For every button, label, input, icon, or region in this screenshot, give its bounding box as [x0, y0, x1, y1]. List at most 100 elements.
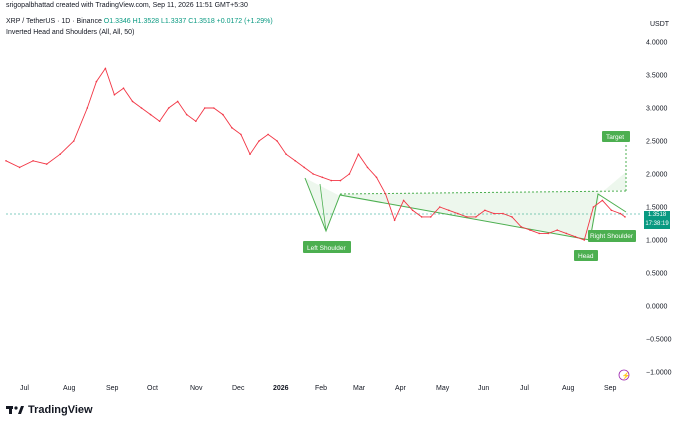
- price-point: [529, 229, 531, 231]
- price-point: [231, 127, 233, 129]
- price-point: [86, 107, 89, 109]
- price-point: [574, 235, 577, 238]
- price-point: [267, 133, 269, 136]
- price-point: [204, 107, 206, 109]
- price-point: [592, 206, 595, 208]
- price-point: [5, 160, 7, 162]
- price-point: [610, 209, 613, 212]
- currency-label: USDT: [650, 21, 670, 28]
- pattern-right-line: [589, 193, 627, 241]
- price-point: [122, 87, 125, 89]
- price-point: [619, 212, 622, 215]
- price-point: [294, 160, 297, 162]
- lightning-icon[interactable]: ⚡: [618, 369, 630, 381]
- price-point: [624, 216, 626, 218]
- price-point: [258, 140, 260, 142]
- y-tick-label: 3.0000: [646, 106, 668, 113]
- price-point: [73, 140, 75, 142]
- svg-text:Target: Target: [606, 134, 624, 141]
- author-credit: srigopalbhattad created with TradingView…: [6, 2, 248, 9]
- price-point: [348, 173, 351, 175]
- price-point: [357, 153, 360, 155]
- price-point: [59, 153, 61, 155]
- price-point: [158, 120, 161, 122]
- price-point: [538, 232, 540, 235]
- pattern-fill: [305, 172, 626, 240]
- price-point: [131, 100, 134, 103]
- price-point: [321, 176, 324, 179]
- price-point: [195, 120, 197, 122]
- price-point: [140, 107, 143, 109]
- x-tick-label: Jul: [20, 385, 29, 392]
- head-label: Head: [574, 250, 598, 261]
- price-point: [402, 199, 405, 202]
- price-point: [520, 226, 522, 228]
- svg-text:Head: Head: [578, 253, 594, 260]
- x-tick-label: Oct: [147, 385, 158, 392]
- price-point: [167, 107, 170, 109]
- y-tick-label: −0.5000: [646, 337, 672, 344]
- y-axis: 4.0000 3.5000 3.0000 2.5000 2.0000 1.5000 1.00…: [646, 40, 672, 377]
- price-point: [312, 173, 315, 175]
- last-price: 1.3518: [647, 212, 667, 218]
- price-point: [45, 163, 48, 165]
- svg-text:Left Shoulder: Left Shoulder: [307, 245, 347, 252]
- price-point: [547, 232, 549, 235]
- left-shoulder-leg: [319, 183, 327, 232]
- x-tick-label: Feb: [315, 385, 327, 392]
- x-tick-label: Jun: [478, 385, 489, 392]
- x-tick-label: 2026: [273, 385, 289, 392]
- y-tick-label: 3.5000: [646, 73, 668, 80]
- left-shoulder-label: Left Shoulder: [303, 241, 351, 253]
- indicator-name[interactable]: Inverted Head and Shoulders (All, All, 5…: [6, 29, 135, 36]
- last-price-tag: 1.3518 17:38:19: [644, 211, 670, 229]
- price-point: [213, 107, 215, 109]
- price-point: [176, 100, 179, 103]
- brand-name: TradingView: [28, 404, 93, 416]
- price-point: [285, 153, 287, 155]
- price-point: [457, 212, 459, 215]
- bar-countdown: 17:38:19: [645, 221, 669, 227]
- target-label: Target: [602, 131, 630, 142]
- y-tick-label: 2.0000: [646, 172, 668, 179]
- price-point: [113, 94, 116, 96]
- x-tick-label: Jul: [520, 385, 529, 392]
- x-axis: Jul Aug Sep Oct Nov Dec 2026 Feb Mar Apr May Jun Jul…: [20, 385, 617, 392]
- x-tick-label: Aug: [562, 385, 575, 392]
- price-point: [185, 113, 188, 116]
- y-tick-label: 1.0000: [646, 238, 668, 245]
- price-point: [95, 80, 98, 83]
- y-tick-label: 2.5000: [646, 139, 668, 146]
- x-tick-label: Nov: [190, 385, 203, 392]
- price-point: [149, 113, 152, 116]
- price-point: [439, 206, 441, 208]
- price-point: [583, 239, 586, 241]
- price-point: [511, 216, 513, 218]
- tradingview-logo-icon: [6, 406, 24, 414]
- price-point: [429, 216, 432, 218]
- x-tick-label: Sep: [604, 385, 617, 392]
- price-point: [393, 219, 396, 221]
- price-point: [601, 199, 604, 202]
- price-point: [384, 193, 387, 195]
- price-point: [484, 209, 486, 212]
- tradingview-logo[interactable]: TradingView: [6, 404, 93, 416]
- price-point: [502, 212, 504, 215]
- x-tick-label: May: [436, 385, 450, 392]
- head-and-shoulders-pattern: [304, 144, 627, 241]
- symbol-name[interactable]: XRP / TetherUS · 1D · Binance: [6, 18, 102, 25]
- price-point: [493, 212, 495, 215]
- price-point: [420, 216, 423, 218]
- price-point: [249, 153, 251, 155]
- x-tick-label: Mar: [353, 385, 366, 392]
- y-tick-label: 0.5000: [646, 271, 668, 278]
- x-tick-label: Apr: [395, 385, 407, 392]
- price-point: [556, 229, 558, 231]
- price-point: [366, 166, 369, 169]
- price-point: [18, 166, 21, 169]
- price-point: [330, 179, 333, 182]
- price-point: [375, 176, 378, 179]
- price-point: [104, 67, 107, 70]
- price-point: [475, 216, 477, 218]
